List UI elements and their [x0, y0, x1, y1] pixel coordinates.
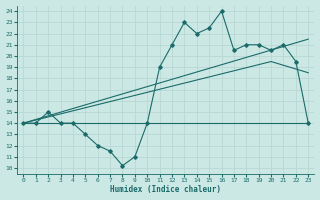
X-axis label: Humidex (Indice chaleur): Humidex (Indice chaleur) — [110, 185, 221, 194]
